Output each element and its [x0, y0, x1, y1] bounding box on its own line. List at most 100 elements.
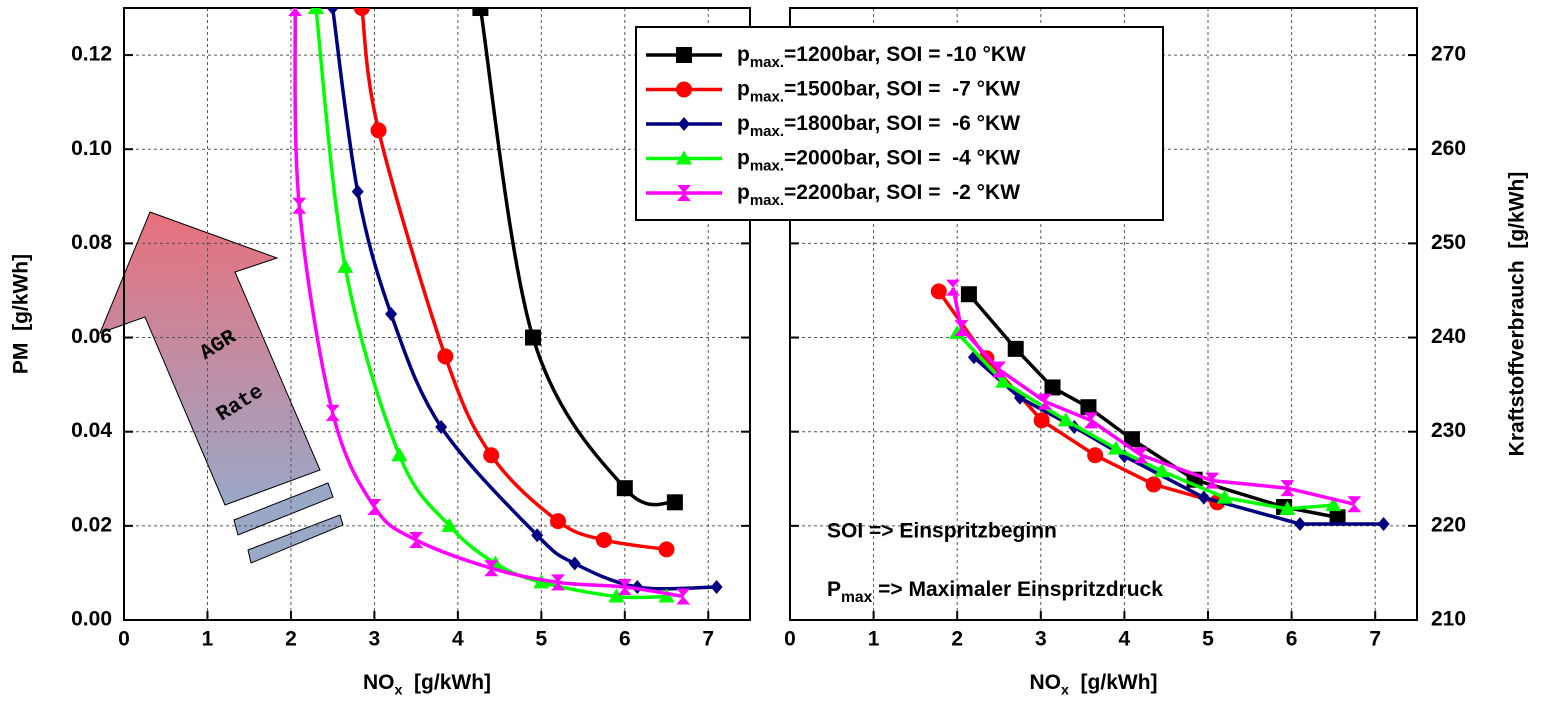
x-tick-label: 1 [868, 628, 880, 651]
x-tick-label: 4 [1119, 628, 1131, 651]
x-axis-title-main: NO [363, 671, 395, 694]
legend-label: pmax.=2000bar, SOI = -4 °KW [737, 146, 1020, 174]
marker [960, 286, 977, 303]
marker [531, 528, 544, 543]
marker [1377, 516, 1390, 531]
marker [710, 580, 723, 595]
legend-box [635, 26, 1164, 221]
series-line [955, 331, 1334, 511]
y-tick-label: 0.10 [71, 137, 112, 160]
marker [995, 373, 1012, 388]
marker [437, 348, 454, 365]
legend-marker [676, 81, 692, 98]
marker [1280, 480, 1295, 497]
y2-tick-label: 240 [1431, 325, 1466, 348]
x-tick-label: 0 [784, 628, 796, 651]
marker [472, 8, 489, 16]
x-tick-label: 5 [1202, 628, 1214, 651]
legend-label-sub: max. [750, 123, 784, 140]
marker [484, 560, 499, 577]
plot-area [930, 279, 1390, 531]
legend-marker [676, 150, 692, 165]
marker [391, 447, 408, 462]
legend-label: pmax.=1200bar, SOI = -10 °KW [737, 43, 1026, 71]
y2-tick-label: 210 [1431, 608, 1466, 631]
marker [367, 499, 382, 516]
marker [930, 283, 947, 300]
marker [617, 579, 632, 596]
marker [1108, 440, 1125, 455]
annotation: Pmax => Maximaler Einspritzdruck [827, 578, 1163, 607]
marker [551, 574, 566, 591]
marker [325, 404, 340, 421]
series-line [360, 8, 667, 552]
marker [1123, 431, 1140, 448]
marker [1007, 340, 1024, 357]
marker [1293, 516, 1306, 531]
marker [992, 361, 1006, 378]
legend-label-tail: =2200bar, SOI = -2 °KW [784, 181, 1020, 204]
annotation-main: P [827, 578, 841, 601]
marker [1154, 463, 1171, 478]
legend-label-tail: =1800bar, SOI = -6 °KW [784, 112, 1020, 135]
marker [1205, 472, 1220, 489]
x-axis-title: NOx [g/kWh] [363, 671, 491, 699]
plot-frame [789, 7, 1418, 621]
legend-label-tail: =1200bar, SOI = -10 °KW [784, 43, 1026, 66]
marker [326, 8, 339, 15]
y2-tick-label: 260 [1431, 137, 1466, 160]
marker [524, 329, 541, 346]
marker [1134, 447, 1149, 464]
marker [550, 513, 567, 530]
marker [353, 8, 370, 16]
x-tick-label: 6 [619, 628, 631, 651]
y-tick-label: 0.04 [71, 419, 112, 442]
marker [1279, 500, 1296, 515]
marker [1080, 399, 1097, 416]
marker [954, 320, 969, 337]
marker [666, 494, 683, 511]
annotation-tail: => Maximaler Einspritzdruck [872, 578, 1163, 601]
series-line [478, 8, 676, 507]
annotation-sub: max [841, 589, 873, 606]
marker [1044, 379, 1061, 396]
x-axis-title-tail: [g/kWh] [402, 671, 491, 694]
series-line [314, 8, 667, 600]
marker [1347, 496, 1362, 513]
marker [409, 531, 424, 548]
y2-tick-label: 230 [1431, 419, 1466, 442]
marker [608, 588, 625, 603]
y-tick-label: 0.12 [71, 43, 112, 66]
x-tick-label: 2 [951, 628, 963, 651]
marker [1037, 393, 1052, 410]
x-axis-title-sub: x [1061, 682, 1069, 698]
plot-area [288, 8, 723, 605]
y2-tick-label: 250 [1431, 231, 1466, 254]
marker [595, 531, 612, 548]
x-axis-title-tail: [g/kWh] [1069, 671, 1158, 694]
marker [370, 122, 387, 139]
marker [288, 8, 303, 16]
marker [676, 588, 691, 605]
marker [568, 556, 581, 571]
marker [1216, 489, 1233, 504]
y-tick-label: 0.06 [71, 325, 112, 348]
marker [435, 419, 448, 434]
x-tick-label: 1 [202, 628, 214, 651]
x-tick-label: 3 [369, 628, 381, 651]
legend-label-sub: max. [750, 88, 784, 105]
marker [1033, 412, 1050, 429]
marker [337, 258, 354, 273]
x-tick-label: 3 [1035, 628, 1047, 651]
x-tick-label: 4 [452, 628, 464, 651]
legend-label: pmax.=1800bar, SOI = -6 °KW [737, 112, 1020, 140]
x-axis-title-sub: x [394, 682, 402, 698]
marker [385, 307, 398, 321]
y2-axis-title: Kraftstoffverbrauch [g/kWh] [1506, 172, 1529, 457]
y2-tick-label: 220 [1431, 513, 1466, 536]
marker [351, 184, 364, 199]
marker [1325, 497, 1342, 512]
y-tick-label: 0.02 [71, 513, 112, 536]
x-axis-title-main: NO [1029, 671, 1061, 694]
legend-label: pmax.=1500bar, SOI = -7 °KW [737, 77, 1020, 105]
